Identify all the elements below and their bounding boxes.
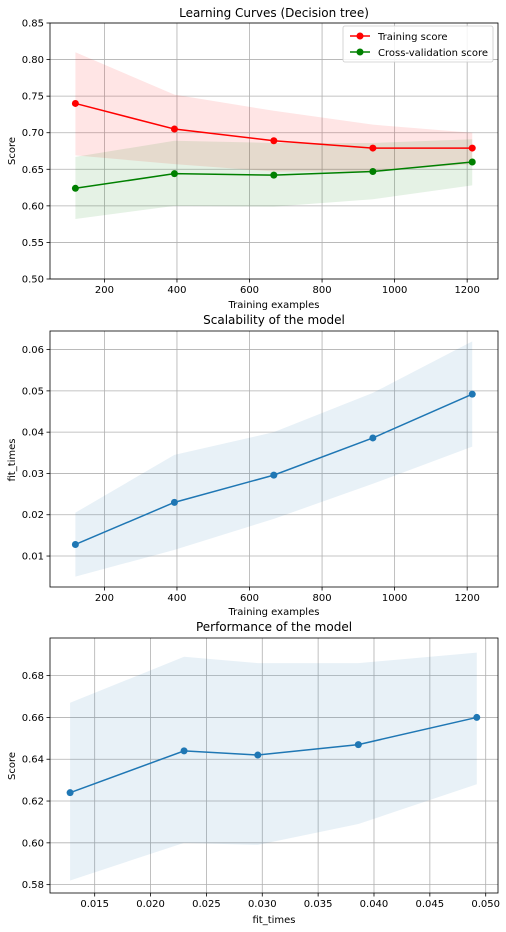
y-tick-label: 0.65 <box>22 165 44 176</box>
y-axis-label: fit_times <box>7 438 18 481</box>
data-point <box>170 170 178 178</box>
x-tick-label: 200 <box>95 285 114 296</box>
std-band-series-0 <box>70 652 477 881</box>
y-tick-label: 0.04 <box>22 428 44 439</box>
y-tick-label: 0.60 <box>22 838 44 849</box>
data-point <box>270 171 278 179</box>
y-tick-label: 0.06 <box>22 345 44 356</box>
chart-title: Learning Curves (Decision tree) <box>179 6 369 20</box>
data-point <box>71 540 79 548</box>
x-tick-label: 0.030 <box>248 899 277 910</box>
x-tick-label: 0.050 <box>471 899 500 910</box>
plot-area: 200 400 600 800 1000 1200 0.01 0.02 0.03 0.04 0.05… <box>22 330 499 604</box>
x-tick-label: 1000 <box>382 285 407 296</box>
x-axis-label: fit_times <box>252 915 295 926</box>
y-tick-label: 0.70 <box>22 128 44 139</box>
chart-title: Performance of the model <box>196 620 352 634</box>
x-tick-label: 1200 <box>454 285 479 296</box>
y-tick-label: 0.68 <box>22 671 44 682</box>
axes-frame <box>49 22 499 280</box>
x-tick-label: 0.040 <box>360 899 389 910</box>
plot-area: 0.015 0.020 0.025 0.030 0.035 0.040 0.045 0.050… <box>22 637 500 910</box>
data-point <box>369 167 377 175</box>
legend-marker-cv <box>356 48 364 56</box>
x-tick-label: 800 <box>313 593 332 604</box>
std-band-series-1 <box>75 139 473 220</box>
y-tick-label: 0.01 <box>22 552 44 563</box>
data-point <box>473 713 481 721</box>
x-tick-label: 0.035 <box>304 899 333 910</box>
axes-frame <box>49 330 499 588</box>
legend-label-cv: Cross-validation score <box>378 48 488 59</box>
data-point <box>468 158 476 166</box>
scalability-chart: Scalability of the model 200 400 600 800 100… <box>7 313 499 618</box>
data-point <box>71 184 79 192</box>
legend: Training score Cross-validation score <box>342 25 494 63</box>
y-tick-label: 0.58 <box>22 880 44 891</box>
data-point <box>254 751 262 759</box>
plot-area: 200 400 600 800 1000 1200 0.50 0.55 0.60 0.65 0.70… <box>22 19 499 296</box>
y-tick-label: 0.80 <box>22 55 44 66</box>
y-tick-label: 0.50 <box>22 275 44 286</box>
x-tick-label: 1000 <box>382 593 407 604</box>
data-point <box>354 741 362 749</box>
x-tick-label: 600 <box>240 285 259 296</box>
x-tick-label: 600 <box>240 593 259 604</box>
x-tick-label: 0.025 <box>192 899 221 910</box>
y-tick-label: 0.55 <box>22 238 44 249</box>
data-point <box>270 471 278 479</box>
x-tick-label: 400 <box>167 285 186 296</box>
data-point <box>170 498 178 506</box>
y-tick-label: 0.64 <box>22 755 44 766</box>
y-tick-label: 0.66 <box>22 713 44 724</box>
y-tick-label: 0.60 <box>22 201 44 212</box>
x-tick-label: 800 <box>313 285 332 296</box>
axes-frame <box>49 637 499 894</box>
data-point <box>369 434 377 442</box>
data-point <box>468 390 476 398</box>
data-point <box>71 99 79 107</box>
legend-box <box>342 25 494 63</box>
std-band-series-0 <box>75 52 473 172</box>
y-tick-label: 0.85 <box>22 19 44 30</box>
legend-label-training: Training score <box>377 32 448 43</box>
y-axis-label: Score <box>7 752 18 780</box>
x-tick-label: 200 <box>95 593 114 604</box>
x-tick-label: 0.045 <box>416 899 445 910</box>
data-point <box>170 125 178 133</box>
data-point <box>270 137 278 145</box>
performance-chart: Performance of the model 0.015 0.020 0.025… <box>7 620 500 926</box>
y-tick-label: 0.75 <box>22 92 44 103</box>
x-tick-label: 0.015 <box>80 899 109 910</box>
legend-marker-training <box>356 32 364 40</box>
learning-curves-chart: Learning Curves (Decision tree) 200 400 60… <box>7 6 499 311</box>
y-tick-label: 0.05 <box>22 386 44 397</box>
x-tick-label: 1200 <box>454 593 479 604</box>
y-tick-label: 0.62 <box>22 797 44 808</box>
data-point <box>180 747 188 755</box>
x-axis-label: Training examples <box>228 607 320 618</box>
x-axis-label: Training examples <box>228 300 320 311</box>
y-axis-label: Score <box>7 137 18 165</box>
x-tick-label: 0.020 <box>136 899 165 910</box>
data-point <box>468 144 476 152</box>
data-point <box>66 789 74 797</box>
x-tick-label: 400 <box>167 593 186 604</box>
y-tick-label: 0.02 <box>22 510 44 521</box>
data-point <box>369 144 377 152</box>
y-tick-label: 0.03 <box>22 469 44 480</box>
std-band-series-0 <box>75 341 473 577</box>
chart-title: Scalability of the model <box>203 313 345 327</box>
